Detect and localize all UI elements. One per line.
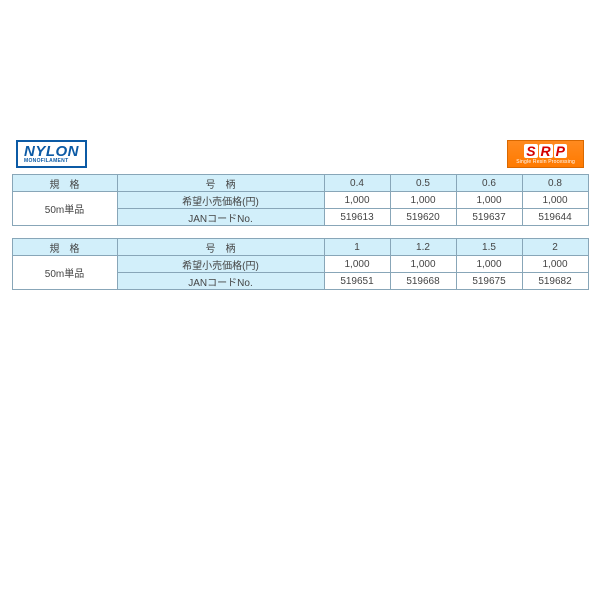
header-size-val: 1.5 bbox=[456, 239, 522, 256]
row-label: JANコードNo. bbox=[117, 273, 324, 290]
header-size-val: 0.8 bbox=[522, 175, 588, 192]
nylon-title: NYLON bbox=[24, 144, 79, 159]
cell: 519668 bbox=[390, 273, 456, 290]
cell: 1,000 bbox=[456, 192, 522, 209]
header-size-val: 1.2 bbox=[390, 239, 456, 256]
srp-title: SRP bbox=[516, 144, 575, 159]
header-spec: 規 格 bbox=[12, 175, 117, 192]
cell: 519682 bbox=[522, 273, 588, 290]
header-size: 号 柄 bbox=[117, 175, 324, 192]
cell: 1,000 bbox=[522, 256, 588, 273]
spec-table-1: 規 格 号 柄 0.4 0.5 0.6 0.8 50m単品 希望小売価格(円) … bbox=[12, 174, 589, 226]
cell: 1,000 bbox=[324, 256, 390, 273]
header-size-val: 0.4 bbox=[324, 175, 390, 192]
cell: 519675 bbox=[456, 273, 522, 290]
header-size-val: 2 bbox=[522, 239, 588, 256]
nylon-badge: NYLON MONOFILAMENT bbox=[16, 140, 87, 168]
table-row: 50m単品 希望小売価格(円) 1,000 1,000 1,000 1,000 bbox=[12, 256, 588, 273]
cell: 519620 bbox=[390, 209, 456, 226]
header-size: 号 柄 bbox=[117, 239, 324, 256]
cell: 519651 bbox=[324, 273, 390, 290]
cell: 519637 bbox=[456, 209, 522, 226]
header-size-val: 0.6 bbox=[456, 175, 522, 192]
spec-value: 50m単品 bbox=[12, 256, 117, 290]
srp-subtitle: Single Resin Processing bbox=[516, 160, 575, 165]
cell: 1,000 bbox=[456, 256, 522, 273]
spec-table-2: 規 格 号 柄 1 1.2 1.5 2 50m単品 希望小売価格(円) 1,00… bbox=[12, 238, 589, 290]
table-row: 規 格 号 柄 0.4 0.5 0.6 0.8 bbox=[12, 175, 588, 192]
row-label: JANコードNo. bbox=[117, 209, 324, 226]
header-size-val: 0.5 bbox=[390, 175, 456, 192]
cell: 1,000 bbox=[522, 192, 588, 209]
header-size-val: 1 bbox=[324, 239, 390, 256]
cell: 1,000 bbox=[324, 192, 390, 209]
page-content: NYLON MONOFILAMENT SRP Single Resin Proc… bbox=[10, 10, 590, 290]
badge-row: NYLON MONOFILAMENT SRP Single Resin Proc… bbox=[10, 140, 590, 168]
cell: 1,000 bbox=[390, 256, 456, 273]
cell: 519644 bbox=[522, 209, 588, 226]
table-row: 規 格 号 柄 1 1.2 1.5 2 bbox=[12, 239, 588, 256]
header-spec: 規 格 bbox=[12, 239, 117, 256]
table-row: 50m単品 希望小売価格(円) 1,000 1,000 1,000 1,000 bbox=[12, 192, 588, 209]
cell: 519613 bbox=[324, 209, 390, 226]
cell: 1,000 bbox=[390, 192, 456, 209]
srp-badge: SRP Single Resin Processing bbox=[507, 140, 584, 168]
row-label: 希望小売価格(円) bbox=[117, 192, 324, 209]
spec-value: 50m単品 bbox=[12, 192, 117, 226]
row-label: 希望小売価格(円) bbox=[117, 256, 324, 273]
